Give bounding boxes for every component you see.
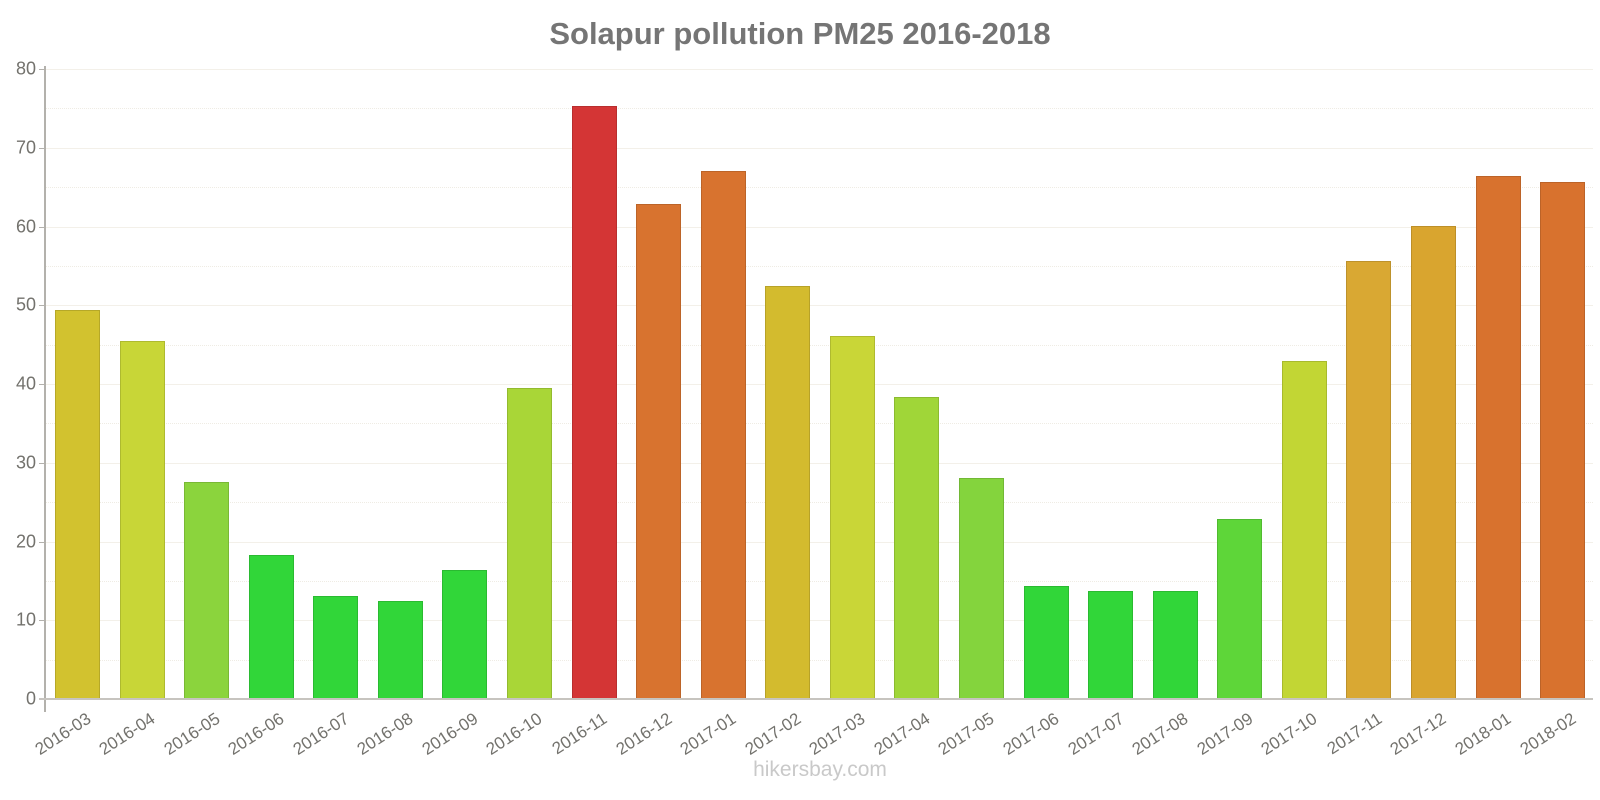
y-axis-label-20: 20 xyxy=(15,531,36,552)
gridline-40 xyxy=(46,384,1593,385)
y-axis-label-70: 70 xyxy=(15,137,36,158)
gridline-70 xyxy=(46,148,1593,149)
bar-2017-03[interactable] xyxy=(830,336,875,699)
y-tick-40 xyxy=(39,384,44,385)
bar-2016-12[interactable] xyxy=(636,204,681,699)
bar-2016-04[interactable] xyxy=(120,341,165,699)
bar-2017-06[interactable] xyxy=(1024,586,1069,699)
y-axis-label-50: 50 xyxy=(15,294,36,315)
y-axis-line xyxy=(44,66,46,712)
bar-2017-05[interactable] xyxy=(959,478,1004,699)
y-axis-label-80: 80 xyxy=(15,58,36,79)
minor-gridline-5 xyxy=(46,660,1593,661)
watermark-text: hikersbay.com xyxy=(753,758,887,781)
y-tick-20 xyxy=(39,542,44,543)
y-axis-label-0: 0 xyxy=(25,688,36,709)
x-axis-line xyxy=(39,698,1593,700)
y-axis-label-60: 60 xyxy=(15,216,36,237)
minor-gridline-65 xyxy=(46,187,1593,188)
bar-2017-07[interactable] xyxy=(1088,591,1133,699)
gridline-30 xyxy=(46,463,1593,464)
y-tick-80 xyxy=(39,69,44,70)
y-tick-70 xyxy=(39,148,44,149)
y-tick-60 xyxy=(39,227,44,228)
bar-2017-12[interactable] xyxy=(1411,226,1456,699)
bar-2017-01[interactable] xyxy=(701,171,746,699)
y-axis-label-10: 10 xyxy=(15,609,36,630)
minor-gridline-15 xyxy=(46,581,1593,582)
y-tick-30 xyxy=(39,463,44,464)
y-tick-10 xyxy=(39,620,44,621)
gridline-20 xyxy=(46,542,1593,543)
minor-gridline-25 xyxy=(46,502,1593,503)
bar-2018-01[interactable] xyxy=(1476,176,1521,699)
chart-title: Solapur pollution PM25 2016-2018 xyxy=(549,16,1051,51)
y-tick-50 xyxy=(39,305,44,306)
bar-2016-08[interactable] xyxy=(378,601,423,699)
y-axis-label-30: 30 xyxy=(15,452,36,473)
minor-gridline-45 xyxy=(46,345,1593,346)
gridline-60 xyxy=(46,227,1593,228)
y-axis-label-40: 40 xyxy=(15,373,36,394)
bar-2016-07[interactable] xyxy=(313,596,358,699)
bar-2016-10[interactable] xyxy=(507,388,552,699)
bar-2017-02[interactable] xyxy=(765,286,810,699)
minor-gridline-55 xyxy=(46,266,1593,267)
gridline-50 xyxy=(46,305,1593,306)
bar-2018-02[interactable] xyxy=(1540,182,1585,699)
gridline-10 xyxy=(46,620,1593,621)
bar-2017-08[interactable] xyxy=(1153,591,1198,699)
bar-2016-06[interactable] xyxy=(249,555,294,699)
minor-gridline-75 xyxy=(46,108,1593,109)
gridline-80 xyxy=(46,69,1593,70)
bar-2016-11[interactable] xyxy=(572,106,617,699)
bar-2017-04[interactable] xyxy=(894,397,939,699)
minor-gridline-35 xyxy=(46,423,1593,424)
bar-2017-10[interactable] xyxy=(1282,361,1327,699)
bar-2017-09[interactable] xyxy=(1217,519,1262,699)
bar-2016-05[interactable] xyxy=(184,482,229,699)
bar-2017-11[interactable] xyxy=(1346,261,1391,699)
bar-2016-09[interactable] xyxy=(442,570,487,699)
bar-2016-03[interactable] xyxy=(55,310,100,699)
